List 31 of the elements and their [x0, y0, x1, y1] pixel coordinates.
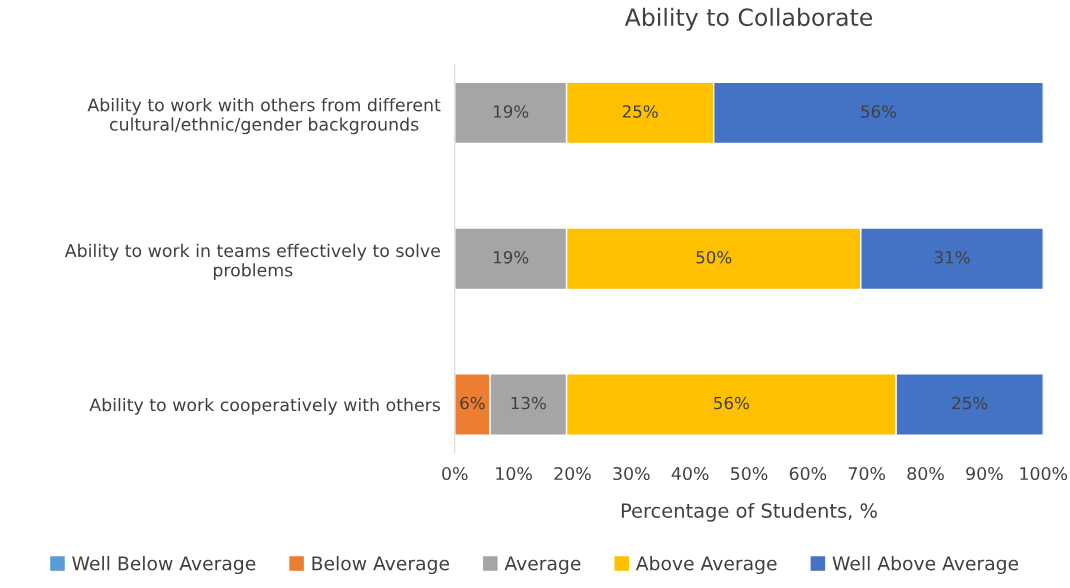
x-tick-label: 70%: [848, 466, 886, 481]
x-axis-title: Percentage of Students, %: [621, 502, 877, 522]
data-label: 6%: [460, 396, 485, 410]
x-tick-label: 80%: [907, 466, 944, 481]
legend-label: Average: [504, 556, 581, 575]
y-tick-label: Ability to work cooperatively with others: [89, 397, 441, 415]
data-label: 19%: [493, 250, 529, 264]
data-label: 25%: [622, 105, 658, 118]
x-tick-label: 20%: [554, 466, 591, 481]
data-label: 56%: [714, 396, 749, 410]
y-tick-label: Ability to work in teams effectively to solve problems: [64, 243, 440, 280]
data-label: 31%: [934, 250, 970, 264]
legend-label: Well Below Average: [72, 555, 256, 575]
data-label: 19%: [493, 105, 529, 118]
x-tick-label: 40%: [671, 466, 709, 481]
data-label: 25%: [952, 396, 988, 410]
legend-label: Below Average: [312, 555, 450, 575]
legend-label: Above Average: [635, 555, 777, 575]
x-tick-label: 10%: [496, 466, 532, 481]
x-tick-label: 60%: [789, 466, 827, 481]
y-tick-label: Ability to work with others from different cultural/ethnic/gender backgrounds: [87, 97, 441, 135]
legend-label: Well Above Average: [832, 555, 1019, 575]
chart-title: Ability to Collaborate: [624, 7, 873, 31]
data-label: 13%: [511, 396, 546, 410]
data-label: 56%: [861, 105, 897, 118]
x-tick-label: 100%: [1020, 466, 1068, 481]
x-tick-label: 90%: [966, 466, 1003, 481]
x-tick-label: 50%: [731, 466, 768, 481]
x-tick-label: 30%: [613, 466, 650, 481]
data-label: 50%: [696, 250, 732, 264]
x-tick-label: 0%: [442, 466, 468, 481]
